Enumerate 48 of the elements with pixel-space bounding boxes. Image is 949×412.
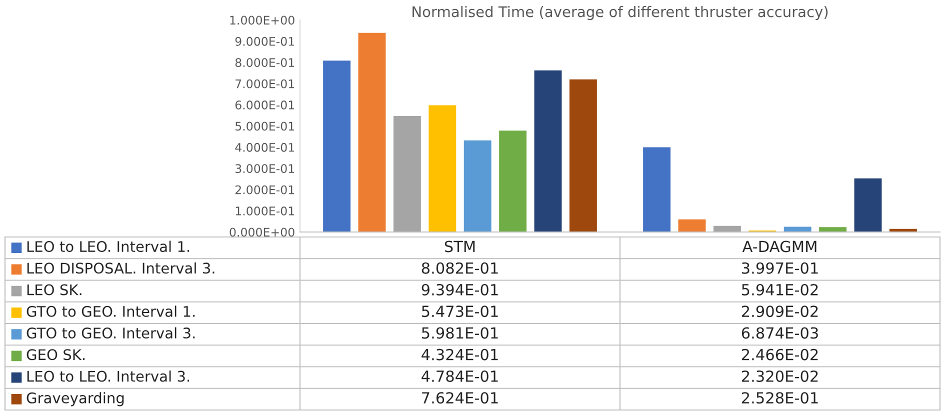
y-tick-label: 8.000E-01 bbox=[235, 58, 294, 68]
y-tick-label: 6.000E-01 bbox=[235, 100, 294, 110]
data-label: 9.394E-01 bbox=[422, 284, 498, 296]
y-tick-label: 0.000E+00 bbox=[230, 228, 294, 237]
bar bbox=[569, 79, 597, 232]
bar bbox=[499, 130, 527, 232]
y-tick-label: 5.000E-01 bbox=[236, 122, 294, 131]
data-label: 2.466E-02 bbox=[742, 348, 818, 360]
bar bbox=[643, 147, 671, 232]
data-label: 2.909E-02 bbox=[742, 306, 818, 318]
data-label: 8.082E-01 bbox=[422, 262, 498, 274]
data-label: 5.981E-01 bbox=[422, 327, 498, 339]
bar bbox=[358, 32, 386, 232]
data-label: 2.528E-01 bbox=[742, 392, 818, 404]
legend-label: GTO to GEO. Interval 1. bbox=[26, 306, 195, 317]
legend-label: GTO to GEO. Interval 3. bbox=[26, 327, 195, 339]
y-tick-label: 9.000E-01 bbox=[235, 36, 294, 46]
y-tick-label: 1.000E-01 bbox=[236, 206, 294, 216]
legend-label: LEO SK. bbox=[27, 284, 82, 296]
data-label: 5.941E-02 bbox=[742, 284, 818, 296]
data-label: 6.874E-03 bbox=[742, 327, 818, 339]
legend-label: GEO SK. bbox=[26, 349, 85, 360]
y-tick-label: 4.000E-01 bbox=[235, 142, 294, 152]
bar bbox=[393, 116, 421, 232]
bar bbox=[854, 178, 882, 232]
data-label: 2.320E-02 bbox=[742, 370, 818, 382]
x-tick-label: A-DAGMM bbox=[742, 240, 816, 252]
chart-title: Normalised Time (average of different thruster accuracy) bbox=[412, 6, 828, 20]
data-label: 4.324E-01 bbox=[422, 348, 498, 360]
legend-label: Graveyarding bbox=[26, 392, 124, 406]
legend-label: LEO to LEO. Interval 3. bbox=[27, 370, 190, 382]
bar bbox=[464, 140, 492, 232]
data-label: 5.473E-01 bbox=[422, 306, 498, 318]
legend-label: LEO DISPOSAL. Interval 3. bbox=[27, 262, 214, 274]
y-tick-label: 3.000E-01 bbox=[236, 164, 294, 174]
bar bbox=[819, 227, 847, 232]
bar bbox=[678, 219, 706, 232]
bar bbox=[323, 60, 351, 232]
y-tick-label: 1.000E+00 bbox=[230, 16, 294, 25]
bar bbox=[428, 105, 456, 232]
y-tick-label: 2.000E-01 bbox=[235, 185, 294, 194]
data-label: 4.784E-01 bbox=[422, 370, 498, 382]
data-label: 7.624E-01 bbox=[422, 392, 498, 404]
bar bbox=[534, 70, 562, 232]
legend-label: LEO to LEO. Interval 1. bbox=[27, 240, 190, 252]
x-tick-label: STM bbox=[444, 240, 475, 252]
y-tick-label: 7.000E-01 bbox=[236, 79, 294, 88]
data-label: 3.997E-01 bbox=[742, 262, 818, 274]
